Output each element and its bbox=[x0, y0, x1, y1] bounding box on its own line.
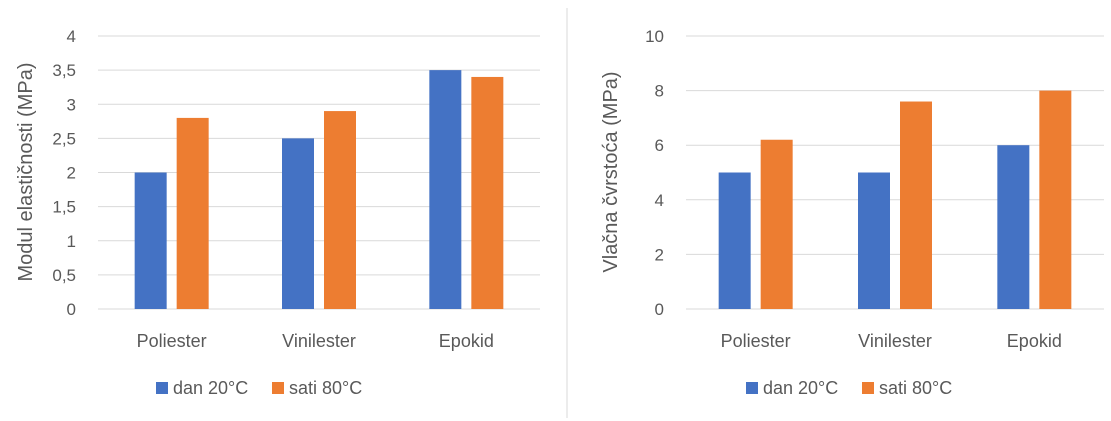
y-tick-label: 3 bbox=[67, 95, 76, 114]
bar-sati-80c bbox=[176, 117, 209, 310]
legend-label: sati 80°C bbox=[289, 378, 362, 398]
x-category-label: Poliester bbox=[137, 331, 207, 351]
chart-tensile-strength: 0 2 4 6 8 10 Vlačna čvrstoća (MPa) Poliester Vin… bbox=[600, 27, 1104, 398]
y-tick-label: 1 bbox=[67, 232, 76, 251]
bar-dan-20c bbox=[134, 172, 167, 309]
bar-dan-20c bbox=[997, 145, 1030, 309]
y-tick-label: 0 bbox=[67, 300, 76, 319]
chart-elastic-modulus: 0 0,5 1 1,5 2 2,5 3 3,5 4 Modul elastičnosti (MPa… bbox=[15, 27, 540, 398]
y-tick-label: 3,5 bbox=[52, 61, 76, 80]
legend-swatch bbox=[862, 382, 874, 394]
legend-label: sati 80°C bbox=[879, 378, 952, 398]
x-category-label: Epokid bbox=[439, 331, 494, 351]
x-category-label: Vinilester bbox=[282, 331, 356, 351]
y-tick-label: 0,5 bbox=[52, 266, 76, 285]
y-axis-label: Vlačna čvrstoća (MPa) bbox=[600, 71, 622, 272]
y-tick-label: 8 bbox=[655, 82, 664, 101]
legend-label: dan 20°C bbox=[173, 378, 248, 398]
bar-sati-80c bbox=[471, 76, 504, 309]
bar-dan-20c bbox=[858, 172, 890, 309]
y-tick-label: 4 bbox=[67, 27, 76, 46]
bar-dan-20c bbox=[282, 138, 314, 309]
bar-sati-80c bbox=[324, 111, 356, 309]
legend-swatch bbox=[272, 382, 284, 394]
x-category-label: Vinilester bbox=[858, 331, 932, 351]
x-category-label: Epokid bbox=[1007, 331, 1062, 351]
y-tick-label: 2 bbox=[655, 245, 664, 264]
legend-label: dan 20°C bbox=[763, 378, 838, 398]
y-tick-label: 4 bbox=[655, 191, 664, 210]
y-tick-label: 1,5 bbox=[52, 198, 76, 217]
bar-sati-80c bbox=[900, 101, 932, 310]
bar-dan-20c bbox=[429, 70, 462, 309]
legend-swatch bbox=[156, 382, 168, 394]
y-tick-label: 2 bbox=[67, 164, 76, 183]
legend-swatch bbox=[746, 382, 758, 394]
y-tick-label: 2,5 bbox=[52, 129, 76, 148]
bar-sati-80c bbox=[760, 139, 793, 309]
y-tick-label: 10 bbox=[645, 27, 664, 46]
x-category-label: Poliester bbox=[721, 331, 791, 351]
y-tick-label: 0 bbox=[655, 300, 664, 319]
bar-dan-20c bbox=[718, 172, 751, 309]
bar-sati-80c bbox=[1039, 90, 1072, 309]
y-tick-label: 6 bbox=[655, 136, 664, 155]
y-axis-label: Modul elastičnosti (MPa) bbox=[15, 63, 37, 282]
